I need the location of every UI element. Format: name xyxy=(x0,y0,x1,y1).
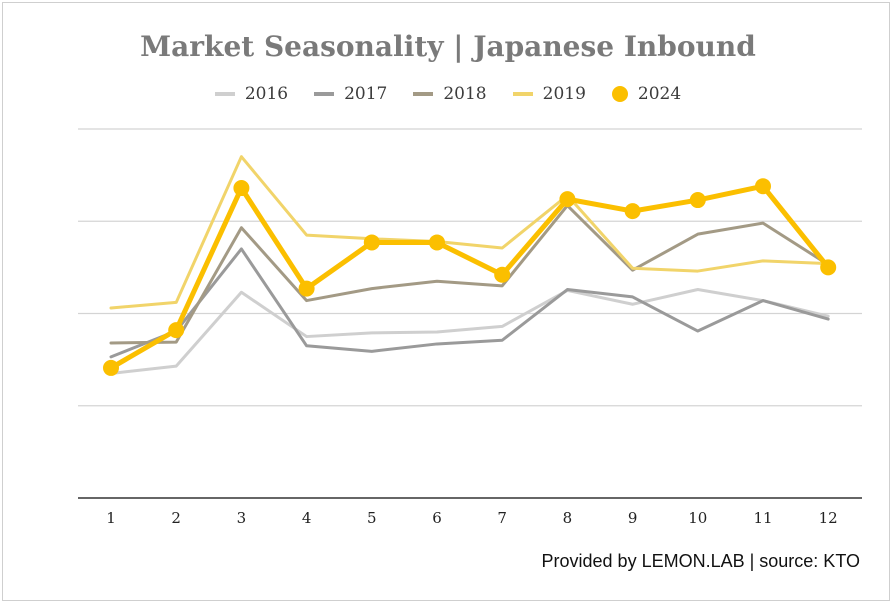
chart-frame xyxy=(2,2,890,601)
x-tick-label: 7 xyxy=(497,509,507,527)
chart-title: Market Seasonality | Japanese Inbound xyxy=(140,30,756,63)
data-point-2024 xyxy=(820,259,837,276)
chart-legend: 2016 2017 2018 2019 2024 xyxy=(0,84,896,104)
x-tick-label: 12 xyxy=(819,509,838,527)
series-line-2016 xyxy=(109,288,830,375)
x-tick-label: 6 xyxy=(432,509,442,527)
data-point-2024 xyxy=(103,359,119,376)
legend-label-2017: 2017 xyxy=(344,84,388,104)
data-point-2024 xyxy=(298,280,315,297)
x-tick-label: 11 xyxy=(753,509,772,527)
x-tick-label: 9 xyxy=(628,509,638,527)
legend-label-2024: 2024 xyxy=(637,84,682,104)
x-tick-label: 5 xyxy=(367,509,377,527)
series-line-2019 xyxy=(109,155,830,310)
x-tick-label: 4 xyxy=(302,509,312,527)
source-footer: Provided by LEMON.LAB | source: KTO xyxy=(541,551,860,571)
legend-item-2018: 2018 xyxy=(413,84,487,104)
legend-swatch-2024 xyxy=(611,86,628,102)
legend-swatch-2019 xyxy=(512,92,533,96)
legend-item-2024: 2024 xyxy=(611,84,682,104)
series-line-2017 xyxy=(109,247,830,359)
data-point-2024 xyxy=(624,203,641,220)
data-point-2024 xyxy=(559,191,576,208)
legend-item-2019: 2019 xyxy=(512,84,586,104)
legend-label-2018: 2018 xyxy=(443,84,487,104)
legend-item-2017: 2017 xyxy=(314,84,387,104)
x-tick-label: 10 xyxy=(688,509,707,527)
legend-swatch-2016 xyxy=(214,92,235,96)
data-point-2024 xyxy=(755,178,771,195)
series-line-2024 xyxy=(108,183,831,371)
data-point-2024 xyxy=(233,180,250,197)
data-point-2024 xyxy=(363,234,380,251)
legend-swatch-2017 xyxy=(314,92,335,96)
x-tick-label: 1 xyxy=(106,509,116,527)
data-point-2024 xyxy=(168,322,185,339)
series-line-2018 xyxy=(109,204,830,345)
legend-item-2016: 2016 xyxy=(214,84,289,104)
data-point-2024 xyxy=(689,192,706,209)
data-point-2024 xyxy=(494,266,511,283)
x-tick-label: 3 xyxy=(237,509,247,527)
x-tick-label: 2 xyxy=(171,509,181,527)
data-point-2024 xyxy=(429,234,445,251)
x-tick-label: 8 xyxy=(563,509,573,527)
legend-swatch-2018 xyxy=(413,92,434,96)
legend-label-2019: 2019 xyxy=(542,84,586,104)
legend-label-2016: 2016 xyxy=(244,84,289,104)
